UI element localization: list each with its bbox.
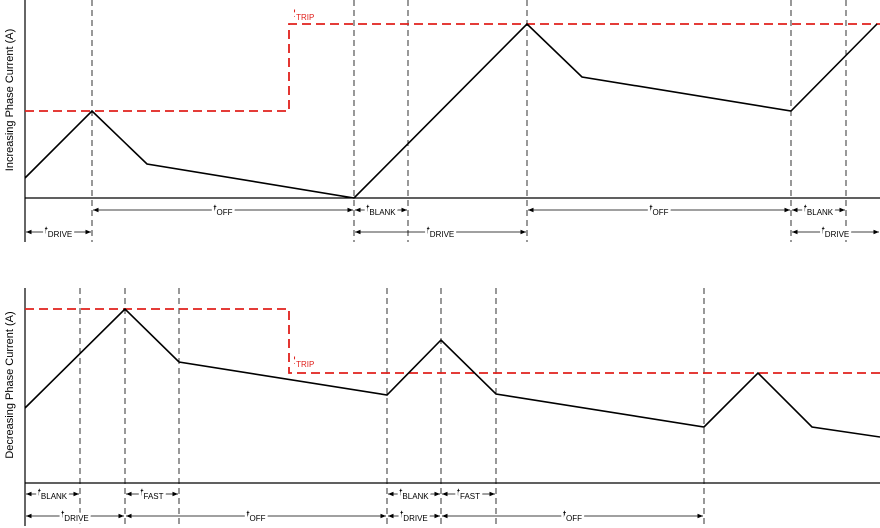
interval-label: tFAST xyxy=(457,487,480,501)
label-base: I xyxy=(293,8,296,20)
label-base: I xyxy=(293,355,296,367)
interval-label: tDRIVE xyxy=(45,225,73,239)
label-sub: BLANK xyxy=(402,492,429,501)
trip-label: ITRIP xyxy=(293,8,314,22)
interval-label: tDRIVE xyxy=(400,509,428,523)
label-sub: TRIP xyxy=(296,360,314,369)
label-base: t xyxy=(38,487,41,499)
label-base: t xyxy=(649,203,652,215)
label-base: t xyxy=(563,509,566,521)
label-base: t xyxy=(45,225,48,237)
top-panel xyxy=(24,0,880,242)
label-base: t xyxy=(140,487,143,499)
guides xyxy=(91,0,847,242)
label-base: t xyxy=(457,487,460,499)
label-sub: DRIVE xyxy=(48,230,72,239)
interval-label: tOFF xyxy=(213,203,232,217)
label-base: t xyxy=(366,203,369,215)
label-base: t xyxy=(399,487,402,499)
interval-label: tBLANK xyxy=(38,487,68,501)
interval-label: tDRIVE xyxy=(61,509,89,523)
label-sub: OFF xyxy=(653,208,669,217)
phase-current xyxy=(24,22,878,199)
trip-label: ITRIP xyxy=(293,355,314,369)
interval-label: tFAST xyxy=(140,487,163,501)
label-base: t xyxy=(61,509,64,521)
label-sub: OFF xyxy=(217,208,233,217)
interval-label: tOFF xyxy=(563,509,582,523)
label-base: t xyxy=(213,203,216,215)
label-sub: BLANK xyxy=(369,208,396,217)
interval-label: tBLANK xyxy=(366,203,396,217)
y-axis-label: Increasing Phase Current (A) xyxy=(4,29,16,171)
interval-label: tOFF xyxy=(649,203,668,217)
label-sub: OFF xyxy=(566,514,582,523)
label-sub: DRIVE xyxy=(825,230,849,239)
bottom-panel xyxy=(24,288,880,526)
label-sub: DRIVE xyxy=(64,514,88,523)
label-base: t xyxy=(400,509,403,521)
interval-label: tOFF xyxy=(246,509,265,523)
label-sub: TRIP xyxy=(296,13,314,22)
label-sub: DRIVE xyxy=(403,514,427,523)
interval-label: tDRIVE xyxy=(427,225,455,239)
trip-threshold xyxy=(25,308,880,374)
label-sub: FAST xyxy=(460,492,480,501)
label-base: t xyxy=(804,203,807,215)
label-sub: BLANK xyxy=(807,208,834,217)
label-sub: BLANK xyxy=(41,492,68,501)
interval-label: tBLANK xyxy=(399,487,429,501)
label-base: t xyxy=(246,509,249,521)
label-sub: FAST xyxy=(144,492,164,501)
interval-label: tBLANK xyxy=(804,203,834,217)
label-sub: OFF xyxy=(250,514,266,523)
y-axis-label: Decreasing Phase Current (A) xyxy=(4,311,16,458)
label-base: t xyxy=(822,225,825,237)
interval-label: tDRIVE xyxy=(822,225,850,239)
label-sub: DRIVE xyxy=(430,230,454,239)
phase-current xyxy=(24,307,880,438)
guides xyxy=(79,288,705,526)
label-base: t xyxy=(427,225,430,237)
trip-threshold xyxy=(25,23,880,112)
